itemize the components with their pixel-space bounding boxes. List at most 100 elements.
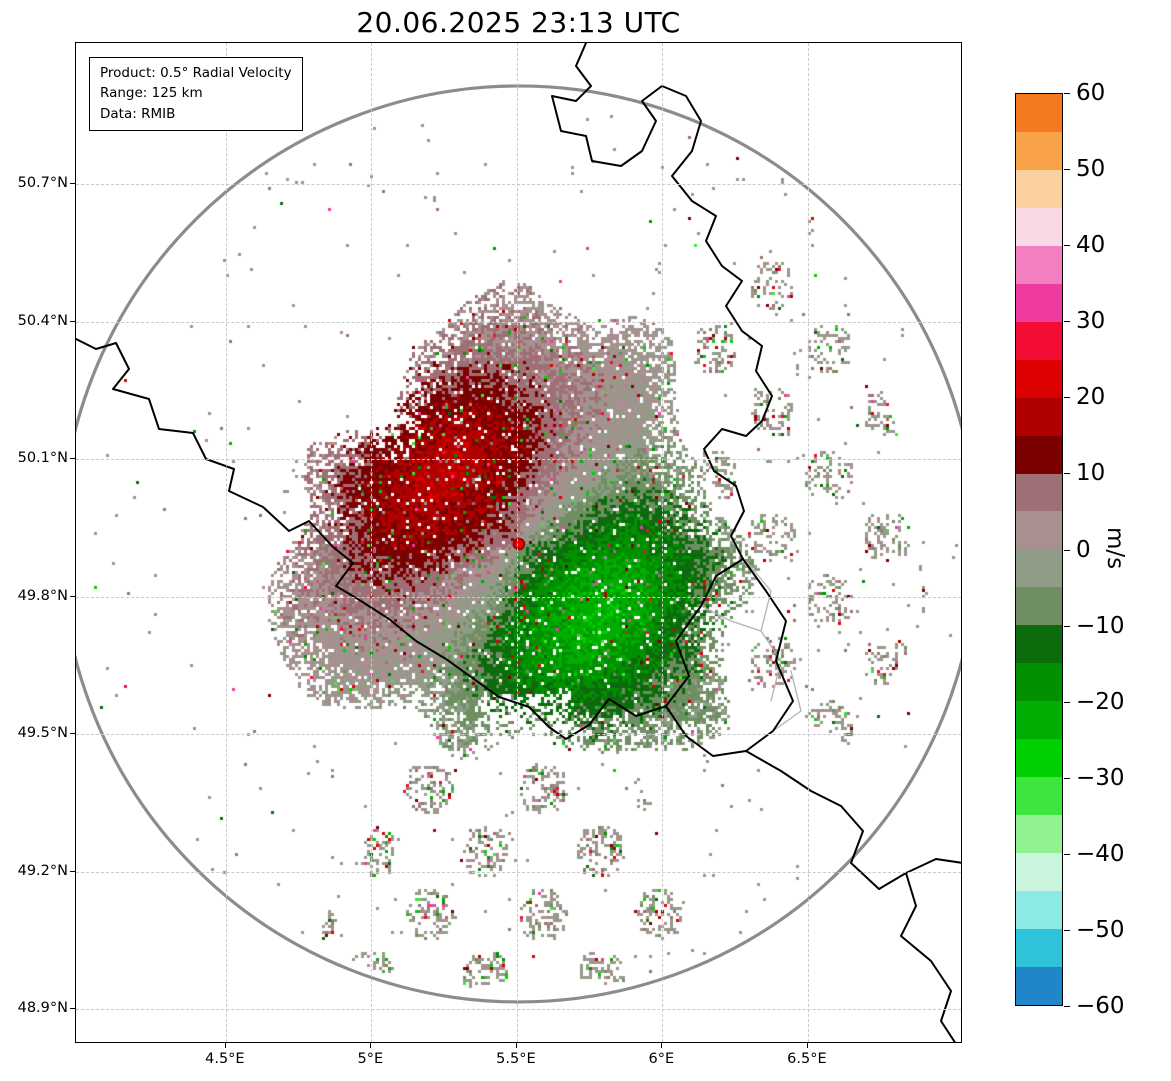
colorbar-tick-label: −10 xyxy=(1076,612,1125,639)
colorbar-tick-mark xyxy=(1064,93,1070,94)
colorbar-segment xyxy=(1016,435,1062,474)
colorbar-segment xyxy=(1016,94,1062,132)
colorbar-segment xyxy=(1016,397,1062,436)
map-overlay xyxy=(76,43,961,1042)
colorbar-tick-mark xyxy=(1064,169,1070,171)
colorbar-segment xyxy=(1016,207,1062,246)
colorbar-tick-label: 40 xyxy=(1076,232,1106,259)
colorbar-segment xyxy=(1016,853,1062,892)
gridline-longitude xyxy=(371,43,373,1042)
colorbar-segment xyxy=(1016,739,1062,778)
x-tick-label: 5°E xyxy=(357,1051,384,1067)
border-germany-france-southeast xyxy=(745,750,961,890)
colorbar-tick-mark xyxy=(1064,701,1070,703)
info-data-source: Data: RMIB xyxy=(100,105,176,122)
gridline-latitude xyxy=(76,871,961,873)
gridline-latitude xyxy=(76,734,961,736)
colorbar-segment xyxy=(1016,663,1062,702)
range-ring-circle xyxy=(76,84,961,1004)
gridline-latitude xyxy=(76,459,961,461)
info-range: Range: 125 km xyxy=(100,85,203,102)
colorbar-segment xyxy=(1016,473,1062,512)
y-tick-label: 50.1°N xyxy=(17,450,68,467)
colorbar-segment xyxy=(1016,359,1062,398)
y-tick-label: 50.7°N xyxy=(17,175,68,192)
colorbar-tick-label: 30 xyxy=(1076,308,1106,335)
y-tick-label: 48.9°N xyxy=(17,1000,68,1017)
colorbar-tick-mark xyxy=(1064,245,1070,247)
colorbar-tick-label: −20 xyxy=(1076,688,1125,715)
colorbar-segment xyxy=(1016,928,1062,967)
border-luxembourg xyxy=(665,558,794,757)
x-tick-mark xyxy=(515,1043,517,1048)
y-tick-mark xyxy=(70,870,75,872)
x-tick-label: 4.5°E xyxy=(205,1051,245,1067)
colorbar-tick-mark xyxy=(1064,321,1070,323)
gridline-latitude xyxy=(76,321,961,323)
colorbar-tick-label: 10 xyxy=(1076,460,1106,487)
colorbar-tick-mark xyxy=(1064,1006,1070,1007)
country-borders xyxy=(76,43,961,1042)
colorbar-tick-label: 20 xyxy=(1076,384,1106,411)
colorbar-tick-mark xyxy=(1064,929,1070,931)
y-tick-mark xyxy=(70,458,75,460)
x-tick-label: 6.5°E xyxy=(787,1051,827,1067)
border-belgium-france xyxy=(76,338,667,740)
colorbar-segment xyxy=(1016,321,1062,360)
x-tick-label: 6°E xyxy=(648,1051,675,1067)
y-tick-label: 49.2°N xyxy=(17,862,68,879)
colorbar-tick-label: −30 xyxy=(1076,764,1125,791)
province-border-line xyxy=(745,560,782,702)
colorbar-tick-label: 0 xyxy=(1076,536,1091,563)
gridline-latitude xyxy=(76,596,961,598)
gridline-latitude xyxy=(76,184,961,186)
y-tick-mark xyxy=(70,595,75,597)
figure-title: 20.06.2025 23:13 UTC xyxy=(356,6,681,39)
y-tick-mark xyxy=(70,733,75,735)
colorbar-tick-mark xyxy=(1064,473,1070,475)
x-tick-mark xyxy=(806,1043,808,1048)
colorbar xyxy=(1015,93,1063,1006)
colorbar-tick-label: −40 xyxy=(1076,840,1125,867)
y-tick-label: 50.4°N xyxy=(17,312,68,329)
y-tick-label: 49.5°N xyxy=(17,725,68,742)
colorbar-segment xyxy=(1016,891,1062,929)
colorbar-unit-label: m/s xyxy=(1102,527,1128,570)
colorbar-tick-label: 60 xyxy=(1076,80,1106,106)
colorbar-tick-mark xyxy=(1064,625,1070,627)
colorbar-tick-mark xyxy=(1064,853,1070,855)
radar-site-marker xyxy=(512,537,526,551)
colorbar-tick-label: 50 xyxy=(1076,156,1106,183)
colorbar-segment xyxy=(1016,966,1062,1005)
y-tick-mark xyxy=(70,320,75,322)
border-southeast-corner xyxy=(900,872,956,1042)
gridline-latitude xyxy=(76,1009,961,1011)
colorbar-tick-mark xyxy=(1064,549,1070,551)
x-tick-mark xyxy=(370,1043,372,1048)
colorbar-segment xyxy=(1016,283,1062,322)
border-netherlands-germany xyxy=(551,43,773,560)
province-borders xyxy=(700,560,802,732)
map-plot-area: Product: 0.5° Radial Velocity Range: 125… xyxy=(75,42,962,1043)
gridline-longitude xyxy=(662,43,664,1042)
province-border-line xyxy=(700,605,762,632)
y-tick-mark xyxy=(70,183,75,185)
x-tick-mark xyxy=(224,1043,226,1048)
x-tick-mark xyxy=(661,1043,663,1048)
gridline-longitude xyxy=(516,43,518,1042)
colorbar-tick-mark xyxy=(1064,777,1070,779)
y-tick-mark xyxy=(70,1008,75,1010)
colorbar-tick-mark xyxy=(1064,397,1070,399)
info-product: Product: 0.5° Radial Velocity xyxy=(100,65,292,81)
colorbar-tick-label: −60 xyxy=(1076,993,1125,1019)
gridline-longitude xyxy=(807,43,809,1042)
colorbar-segment xyxy=(1016,131,1062,170)
colorbar-segment xyxy=(1016,169,1062,208)
colorbar-segment xyxy=(1016,701,1062,740)
colorbar-segment xyxy=(1016,587,1062,626)
product-info-box: Product: 0.5° Radial Velocity Range: 125… xyxy=(89,57,303,131)
gridline-longitude xyxy=(225,43,227,1042)
colorbar-segment xyxy=(1016,549,1062,588)
colorbar-segment xyxy=(1016,625,1062,664)
